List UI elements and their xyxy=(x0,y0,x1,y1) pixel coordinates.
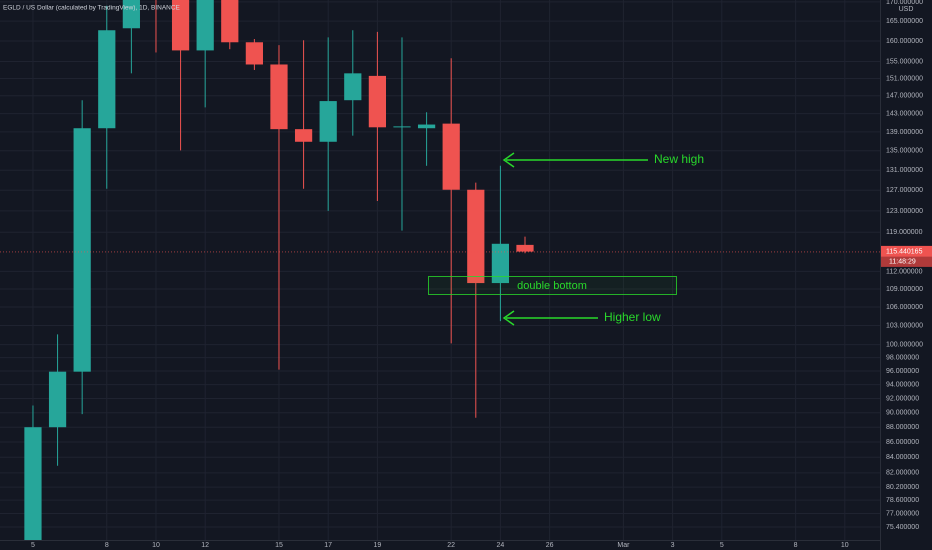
y-tick-label: 98.000000 xyxy=(886,355,919,362)
x-tick-label: 22 xyxy=(447,542,455,549)
arrow-head xyxy=(502,152,515,168)
x-tick-label: 10 xyxy=(841,542,849,549)
candle-body xyxy=(467,189,485,284)
x-tick-label: 19 xyxy=(373,542,381,549)
axes: 170.000000 165.000000 160.000000 155.000000… xyxy=(31,0,932,549)
y-tick-label: 94.000000 xyxy=(886,381,919,388)
x-tick-label: 3 xyxy=(671,542,675,549)
candle-body xyxy=(368,75,386,128)
x-tick-label: 12 xyxy=(201,542,209,549)
y-tick-label: 103.000000 xyxy=(886,322,923,329)
grid xyxy=(0,0,880,540)
candle-body xyxy=(393,126,411,128)
y-tick-label: 131.000000 xyxy=(886,167,923,174)
candle-body xyxy=(245,42,263,65)
annotations: New high Higher low double bottom xyxy=(428,152,704,326)
y-tick-label: 139.000000 xyxy=(886,129,923,136)
candle-body xyxy=(270,64,288,130)
candle-body xyxy=(344,73,362,101)
candle-body xyxy=(122,0,140,29)
y-tick-label: 88.000000 xyxy=(886,424,919,431)
x-tick-label: 8 xyxy=(794,542,798,549)
x-tick-label: 24 xyxy=(496,542,504,549)
candle-body xyxy=(98,30,116,129)
y-tick-label: 160.000000 xyxy=(886,38,923,45)
candle-body xyxy=(294,129,313,142)
y-tick-label: 170.000000 xyxy=(886,0,923,6)
y-tick-label: 100.000000 xyxy=(886,341,923,348)
x-tick-label: 5 xyxy=(720,542,724,549)
arrow-head xyxy=(502,310,515,326)
y-tick-label: 77.000000 xyxy=(886,510,919,517)
candle-body xyxy=(73,128,91,372)
annotation: New high xyxy=(654,152,704,166)
y-tick-label: 84.000000 xyxy=(886,454,919,461)
y-tick-label: 75.400000 xyxy=(886,524,919,531)
currency-label: USD xyxy=(899,6,914,13)
candle-body xyxy=(319,101,337,142)
y-tick-label: 127.000000 xyxy=(886,187,923,194)
candle-body xyxy=(196,0,214,51)
y-tick-label: 143.000000 xyxy=(886,110,923,117)
candle-body xyxy=(171,0,190,51)
y-tick-label: 135.000000 xyxy=(886,148,923,155)
countdown: 11:48:29 xyxy=(889,259,916,266)
y-tick-label: 119.000000 xyxy=(886,229,923,236)
y-tick-label: 92.000000 xyxy=(886,395,919,402)
candle-body xyxy=(221,0,239,43)
price-label-box xyxy=(881,245,932,257)
x-tick-label: 10 xyxy=(152,542,160,549)
y-tick-label: 96.000000 xyxy=(886,368,919,375)
y-tick-label: 151.000000 xyxy=(886,75,923,82)
countdown-box xyxy=(881,256,932,267)
x-tick-label: 17 xyxy=(324,542,332,549)
y-tick-label: 90.000000 xyxy=(886,410,919,417)
annotation: double bottom xyxy=(517,280,587,292)
y-tick-label: 109.000000 xyxy=(886,286,923,293)
price-label: 115.440165 xyxy=(886,249,923,256)
x-tick-label: 26 xyxy=(546,542,554,549)
candle-body xyxy=(442,123,460,190)
y-tick-label: 147.000000 xyxy=(886,93,923,100)
candle-body xyxy=(491,243,510,284)
candle-body xyxy=(24,427,42,540)
zone-box xyxy=(428,276,677,295)
x-tick-label: Mar xyxy=(617,542,630,549)
candle-body xyxy=(516,244,534,252)
x-tick-label: 5 xyxy=(31,542,35,549)
y-tick-label: 80.200000 xyxy=(886,484,919,491)
x-tick-label: 8 xyxy=(105,542,109,549)
y-tick-label: 123.000000 xyxy=(886,208,923,215)
candle-body xyxy=(48,371,67,428)
y-tick-label: 165.000000 xyxy=(886,18,923,25)
chart-title: EGLD / US Dollar (calculated by TradingV… xyxy=(3,5,181,12)
candle-body xyxy=(417,124,436,129)
y-tick-label: 106.000000 xyxy=(886,304,923,311)
y-tick-label: 86.000000 xyxy=(886,439,919,446)
annotation: Higher low xyxy=(604,310,661,324)
y-tick-label: 112.000000 xyxy=(886,268,923,275)
plot-area xyxy=(0,0,880,540)
y-tick-label: 78.600000 xyxy=(886,497,919,504)
y-tick-label: 155.000000 xyxy=(886,58,923,65)
y-tick-label: 82.000000 xyxy=(886,470,919,477)
x-tick-label: 15 xyxy=(275,542,283,549)
